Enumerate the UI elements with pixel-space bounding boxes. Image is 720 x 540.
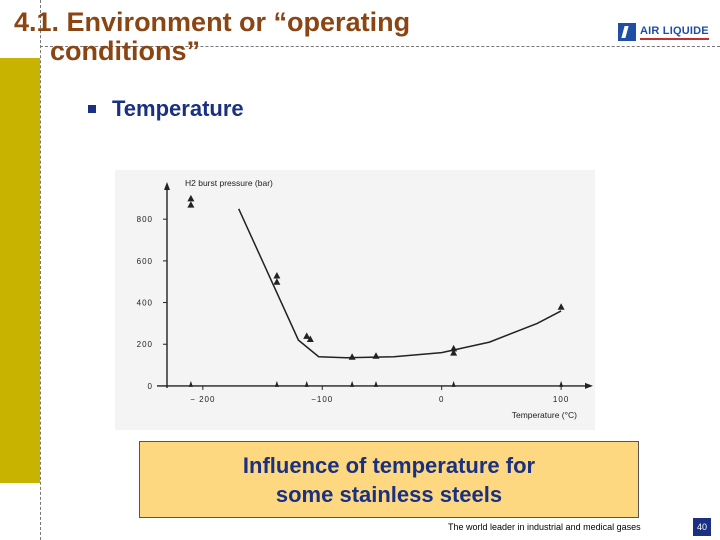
data-point bbox=[303, 332, 311, 339]
x-tick-label: −100 bbox=[311, 395, 333, 404]
y-tick-label: 600 bbox=[137, 257, 153, 266]
data-point bbox=[450, 344, 458, 352]
x-tick-label: 100 bbox=[553, 395, 569, 404]
bullet-item: Temperature bbox=[88, 96, 244, 122]
caption-line2: some stainless steels bbox=[275, 481, 503, 507]
data-point bbox=[372, 352, 380, 359]
page-number: 40 bbox=[693, 518, 711, 536]
dashed-vertical-guide bbox=[40, 0, 41, 540]
x-axis-arrow-icon bbox=[585, 382, 593, 389]
logo-mark-icon bbox=[618, 23, 636, 41]
y-axis-label: H2 burst pressure (bar) bbox=[185, 178, 273, 188]
bullet-label: Temperature bbox=[112, 96, 244, 121]
dashed-horizontal-guide bbox=[40, 46, 720, 47]
data-point bbox=[273, 271, 281, 279]
x-marker-arrow-icon bbox=[559, 380, 564, 387]
accent-side-bar bbox=[0, 58, 40, 483]
x-marker-arrow-icon bbox=[274, 380, 279, 387]
chart-background bbox=[115, 170, 595, 430]
x-marker-arrow-icon bbox=[451, 380, 456, 387]
data-point bbox=[348, 353, 356, 360]
slide-title-line2: conditions” bbox=[50, 36, 200, 66]
x-marker-arrow-icon bbox=[350, 380, 355, 387]
slide-title: 4.1. Environment or “operating condition… bbox=[14, 8, 554, 66]
air-liquide-logo: AIR LIQUIDE bbox=[618, 22, 714, 42]
x-tick-label: 0 bbox=[439, 395, 444, 404]
logo-text: AIR LIQUIDE bbox=[640, 25, 709, 40]
data-point bbox=[187, 194, 195, 202]
burst-pressure-curve bbox=[238, 208, 562, 359]
chart-caption-box: Influence of temperature for some stainl… bbox=[139, 441, 639, 518]
burst-pressure-chart: 0 200 400 600 800 − 200 −100 0 100 H2 burst press… bbox=[115, 170, 595, 430]
x-axis-label: Temperature (°C) bbox=[512, 410, 577, 420]
data-point bbox=[450, 349, 458, 356]
y-tick-label: 400 bbox=[137, 299, 153, 308]
caption-line1: Influence of temperature for bbox=[242, 452, 536, 478]
slide-title-line1: 4.1. Environment or “operating bbox=[14, 7, 411, 37]
y-tick-label: 0 bbox=[148, 382, 153, 391]
y-tick-label: 800 bbox=[137, 215, 153, 224]
x-marker-arrow-icon bbox=[374, 380, 378, 387]
data-point bbox=[306, 335, 314, 343]
x-marker-arrow-icon bbox=[188, 380, 193, 387]
x-tick-label: − 200 bbox=[190, 395, 215, 404]
data-point bbox=[187, 201, 195, 208]
footer-tagline: The world leader in industrial and medic… bbox=[448, 522, 641, 532]
data-point bbox=[557, 303, 565, 310]
y-axis-arrow-icon bbox=[164, 182, 170, 190]
x-marker-arrow-icon bbox=[304, 380, 309, 387]
square-bullet-icon bbox=[88, 105, 96, 113]
data-point bbox=[273, 278, 281, 285]
y-tick-label: 200 bbox=[137, 340, 153, 349]
